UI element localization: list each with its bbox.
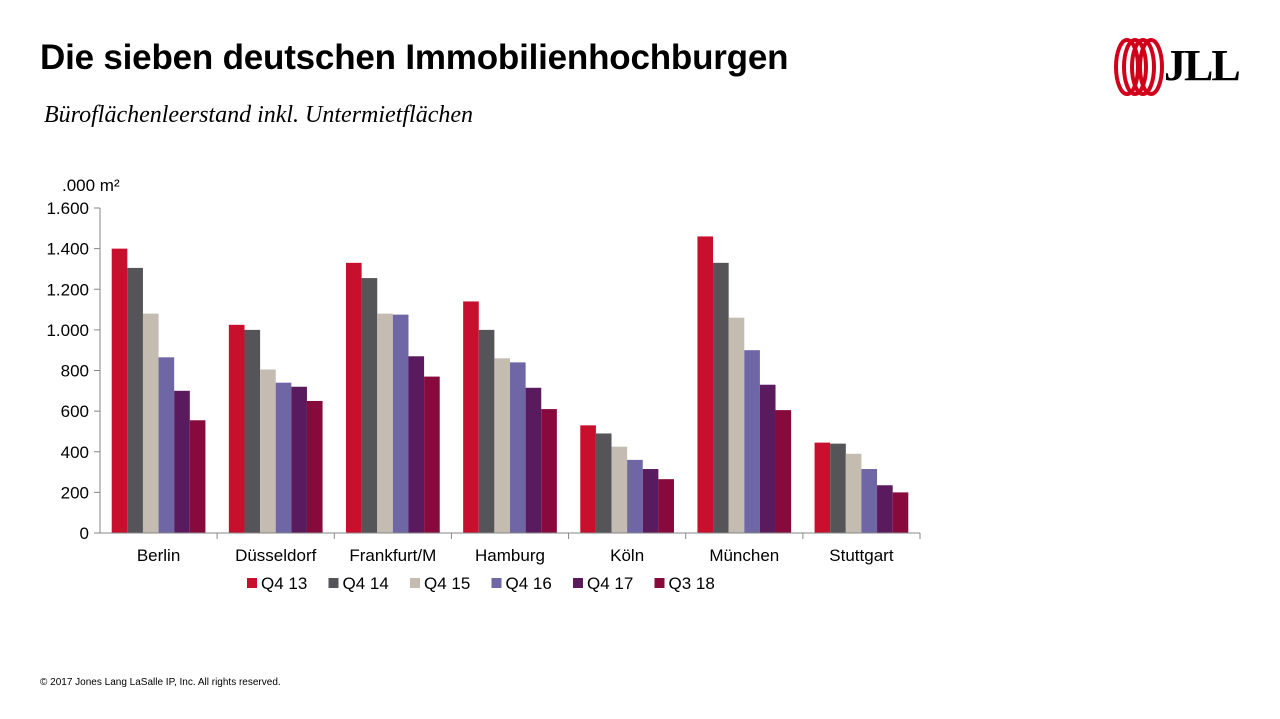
bar-q4-14	[478, 329, 495, 534]
legend: Q4 13 Q4 14 Q4 15 Q4 16 Q4 17 Q3 18	[247, 574, 715, 593]
bar-q4-17	[408, 356, 425, 533]
jll-logo-icon	[1114, 38, 1164, 96]
legend-label: Q3 18	[669, 574, 715, 593]
axes	[99, 208, 920, 534]
bar-q4-15	[142, 313, 159, 534]
y-tick-label: 800	[61, 362, 89, 381]
y-tick-label: 600	[61, 402, 89, 421]
bar-q4-14	[244, 329, 261, 534]
legend-label: Q4 16	[506, 574, 552, 593]
bar-q4-15	[377, 313, 393, 534]
bar-q4-17	[877, 485, 893, 533]
legend-swatch	[573, 578, 583, 588]
bar-q4-15	[494, 358, 510, 533]
bar-q3-18	[658, 479, 674, 533]
bar-q3-18	[892, 492, 909, 534]
bar-q4-17	[642, 469, 659, 533]
bar-q4-16	[275, 382, 292, 533]
page-subtitle: Büroflächenleerstand inkl. Untermietfläc…	[44, 102, 474, 128]
x-category-label: München	[709, 546, 779, 565]
y-tick-label: 1.600	[46, 199, 89, 218]
page-title: Die sieben deutschen Immobilienhochburge…	[40, 38, 789, 77]
legend-swatch	[410, 578, 420, 588]
x-category-label: Frankfurt/M	[349, 546, 436, 565]
bar-q4-13	[111, 248, 128, 534]
legend-label: Q4 15	[424, 574, 470, 593]
bar-q4-16	[744, 350, 760, 533]
bar-q3-18	[306, 400, 323, 533]
bar-q4-16	[510, 362, 526, 534]
legend-label: Q4 17	[587, 574, 633, 593]
x-category-label: Berlin	[137, 546, 180, 565]
bar-q4-15	[845, 453, 862, 533]
logo-wordmark: JLL	[1164, 41, 1241, 90]
y-tick-label: 1.400	[46, 240, 89, 259]
bar-chart: .000 m² 0 200 400 600 800 1.000 1.200 1.400 1.60…	[46, 176, 921, 593]
bar-q4-14	[361, 278, 378, 533]
bar-q4-16	[627, 459, 643, 534]
bar-q4-17	[759, 384, 776, 533]
legend-swatch	[654, 578, 665, 588]
y-tick-label: 0	[80, 524, 89, 543]
legend-label: Q4 13	[261, 574, 307, 593]
x-category-label: Köln	[610, 546, 644, 565]
bar-q4-13	[697, 236, 714, 533]
legend-label: Q4 14	[343, 574, 389, 593]
bar-series	[111, 236, 909, 534]
bar-q4-15	[728, 317, 745, 533]
bar-q4-16	[861, 469, 878, 533]
bar-q4-13	[346, 262, 362, 533]
legend-swatch	[491, 578, 502, 588]
x-category-label: Stuttgart	[829, 546, 894, 565]
bar-q4-14	[713, 262, 729, 533]
x-axis-categories: Berlin Düsseldorf Frankfurt/M Hamburg Köln Mü…	[137, 533, 921, 565]
y-axis-unit: .000 m²	[62, 176, 120, 195]
bar-q4-15	[260, 369, 276, 533]
bar-q4-13	[463, 301, 479, 533]
bar-q4-14	[595, 433, 612, 533]
copyright-notice: © 2017 Jones Lang LaSalle IP, Inc. All r…	[40, 677, 281, 688]
x-category-label: Hamburg	[475, 546, 545, 565]
bar-q4-17	[525, 387, 542, 533]
bar-q4-14	[830, 443, 846, 534]
x-category-label: Düsseldorf	[235, 546, 317, 565]
y-tick-label: 400	[61, 443, 89, 462]
bar-q3-18	[189, 420, 206, 533]
bar-q4-16	[392, 314, 409, 533]
bar-q3-18	[424, 376, 440, 533]
bar-q3-18	[541, 409, 557, 533]
bar-q4-13	[814, 442, 831, 533]
bar-q4-15	[611, 446, 628, 533]
bar-q4-17	[174, 390, 190, 533]
bar-q3-18	[775, 410, 792, 533]
y-tick-label: 1.000	[46, 321, 89, 340]
bar-q4-13	[228, 324, 245, 533]
legend-swatch	[328, 578, 339, 588]
bar-q4-16	[158, 357, 175, 533]
y-tick-label: 1.200	[46, 280, 89, 299]
legend-swatch	[247, 578, 257, 588]
bar-q4-13	[580, 425, 596, 533]
bar-q4-17	[291, 386, 307, 533]
y-axis-ticks: 0 200 400 600 800 1.000 1.200 1.400 1.600	[46, 199, 100, 543]
bar-q4-14	[127, 267, 143, 533]
y-tick-label: 200	[61, 483, 89, 502]
